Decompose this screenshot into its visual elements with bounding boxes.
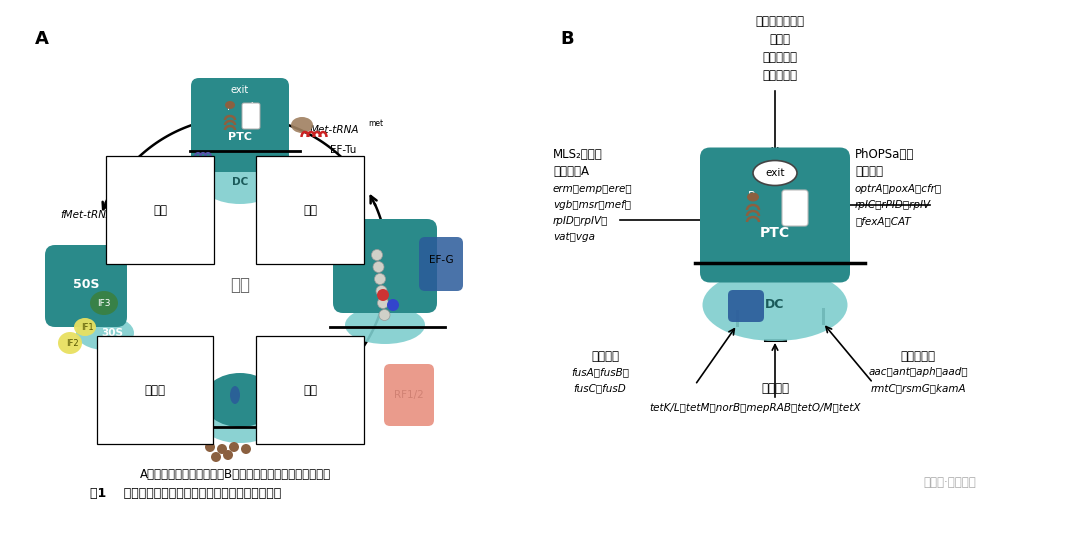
Text: IF2: IF2 (66, 338, 79, 348)
Text: aac、ant、aph、aad、: aac、ant、aph、aad、 (868, 367, 968, 377)
Ellipse shape (58, 332, 82, 354)
Ellipse shape (747, 193, 759, 201)
Circle shape (387, 299, 399, 311)
Text: 终止: 终止 (303, 384, 318, 397)
Circle shape (378, 298, 389, 308)
Ellipse shape (230, 386, 240, 404)
Text: 靶点修饰与保护: 靶点修饰与保护 (756, 15, 805, 28)
Ellipse shape (291, 117, 313, 133)
Circle shape (222, 450, 233, 460)
Text: 和氯霉素: 和氯霉素 (855, 165, 883, 178)
Text: 夫西地酸: 夫西地酸 (591, 350, 619, 363)
Text: exit: exit (766, 168, 785, 178)
Text: IF1: IF1 (81, 323, 93, 331)
Text: P: P (227, 102, 233, 112)
Circle shape (205, 442, 215, 452)
Text: fmet: fmet (122, 203, 140, 213)
Ellipse shape (345, 306, 426, 344)
Text: exit: exit (231, 85, 249, 95)
Text: 外排泵: 外排泵 (769, 33, 791, 46)
Ellipse shape (204, 407, 276, 443)
Text: Met-tRNA: Met-tRNA (310, 125, 360, 135)
Ellipse shape (702, 269, 848, 341)
Ellipse shape (75, 318, 96, 336)
Circle shape (123, 204, 131, 212)
FancyBboxPatch shape (700, 147, 850, 282)
Text: rpIC、rPID、rpIV: rpIC、rPID、rpIV (855, 200, 931, 210)
Text: optrA、poxA、cfr、: optrA、poxA、cfr、 (855, 184, 942, 194)
Text: rpID、rpIV、: rpID、rpIV、 (553, 216, 608, 226)
Ellipse shape (225, 101, 235, 109)
Text: PTC: PTC (760, 226, 791, 240)
Text: fusA、fusB、: fusA、fusB、 (571, 367, 629, 377)
Text: IF3: IF3 (97, 299, 111, 307)
Text: 公众号·检验世界: 公众号·检验世界 (923, 476, 976, 489)
Ellipse shape (90, 291, 118, 315)
Text: A: A (248, 102, 255, 112)
Text: B: B (561, 30, 573, 48)
Text: 再循环: 再循环 (145, 384, 165, 397)
FancyBboxPatch shape (45, 245, 127, 327)
Circle shape (373, 262, 384, 273)
Text: DC: DC (232, 177, 248, 187)
FancyBboxPatch shape (242, 103, 260, 129)
Text: PhOPSa表型: PhOPSa表型 (855, 148, 915, 161)
Text: 和fexA、CAT: 和fexA、CAT (855, 216, 910, 226)
Text: 氨基糖苷类: 氨基糖苷类 (901, 350, 935, 363)
FancyBboxPatch shape (728, 290, 764, 322)
Text: EF-G: EF-G (429, 255, 454, 265)
Text: EF-Tu: EF-Tu (330, 145, 356, 155)
Text: fMet-tRNA: fMet-tRNA (60, 210, 113, 220)
Circle shape (229, 442, 239, 452)
Circle shape (191, 160, 201, 170)
Text: fusC、fusD: fusC、fusD (573, 383, 626, 393)
Text: P: P (747, 190, 755, 203)
FancyBboxPatch shape (419, 237, 463, 291)
Text: 链阳菌素A: 链阳菌素A (553, 165, 589, 178)
Text: tetK/L、tetM、norB、mepRAB、tetO/M、tetX: tetK/L、tetM、norB、mepRAB、tetO/M、tetX (649, 403, 861, 413)
Circle shape (375, 274, 386, 285)
Text: 药物修饰酶: 药物修饰酶 (762, 51, 797, 64)
Ellipse shape (200, 160, 280, 204)
Text: 翻译: 翻译 (230, 276, 249, 294)
Text: met: met (368, 119, 383, 127)
Circle shape (211, 452, 221, 462)
Circle shape (241, 444, 251, 454)
Text: 延伸: 延伸 (303, 203, 318, 217)
Ellipse shape (753, 160, 797, 186)
Circle shape (372, 250, 382, 261)
Circle shape (379, 310, 390, 320)
Text: 起始: 起始 (153, 203, 167, 217)
FancyBboxPatch shape (782, 190, 808, 226)
Circle shape (376, 286, 387, 296)
Text: PTC: PTC (228, 132, 252, 142)
Text: MLS₂表型和: MLS₂表型和 (553, 148, 603, 161)
Text: DC: DC (766, 299, 785, 312)
Text: A: A (35, 30, 49, 48)
Text: vgb、msr、mef、: vgb、msr、mef、 (553, 200, 631, 210)
FancyBboxPatch shape (191, 78, 289, 172)
Ellipse shape (203, 373, 276, 427)
Text: erm、emp、ere、: erm、emp、ere、 (553, 184, 633, 194)
Text: rmtC、rsmG、kamA: rmtC、rsmG、kamA (870, 383, 966, 393)
Text: vat、vga: vat、vga (553, 232, 595, 242)
Ellipse shape (76, 316, 134, 350)
Text: 30S: 30S (102, 328, 123, 338)
Text: RF1/2: RF1/2 (394, 390, 423, 400)
Text: A：蛋白质生物合成过程；B：蛋白质合成抑制剂耐药机制。: A：蛋白质生物合成过程；B：蛋白质合成抑制剂耐药机制。 (140, 468, 332, 481)
Circle shape (217, 444, 227, 454)
Text: 染色体突变: 染色体突变 (762, 69, 797, 82)
Text: 50S: 50S (72, 279, 99, 292)
Text: 四环素类: 四环素类 (761, 382, 789, 395)
FancyBboxPatch shape (333, 219, 437, 313)
Text: 图1    蛋白质生物合成的过程及其抑制剂耐药机制图解: 图1 蛋白质生物合成的过程及其抑制剂耐药机制图解 (90, 487, 281, 500)
Circle shape (377, 289, 389, 301)
Text: A: A (793, 190, 801, 203)
FancyBboxPatch shape (384, 364, 434, 426)
